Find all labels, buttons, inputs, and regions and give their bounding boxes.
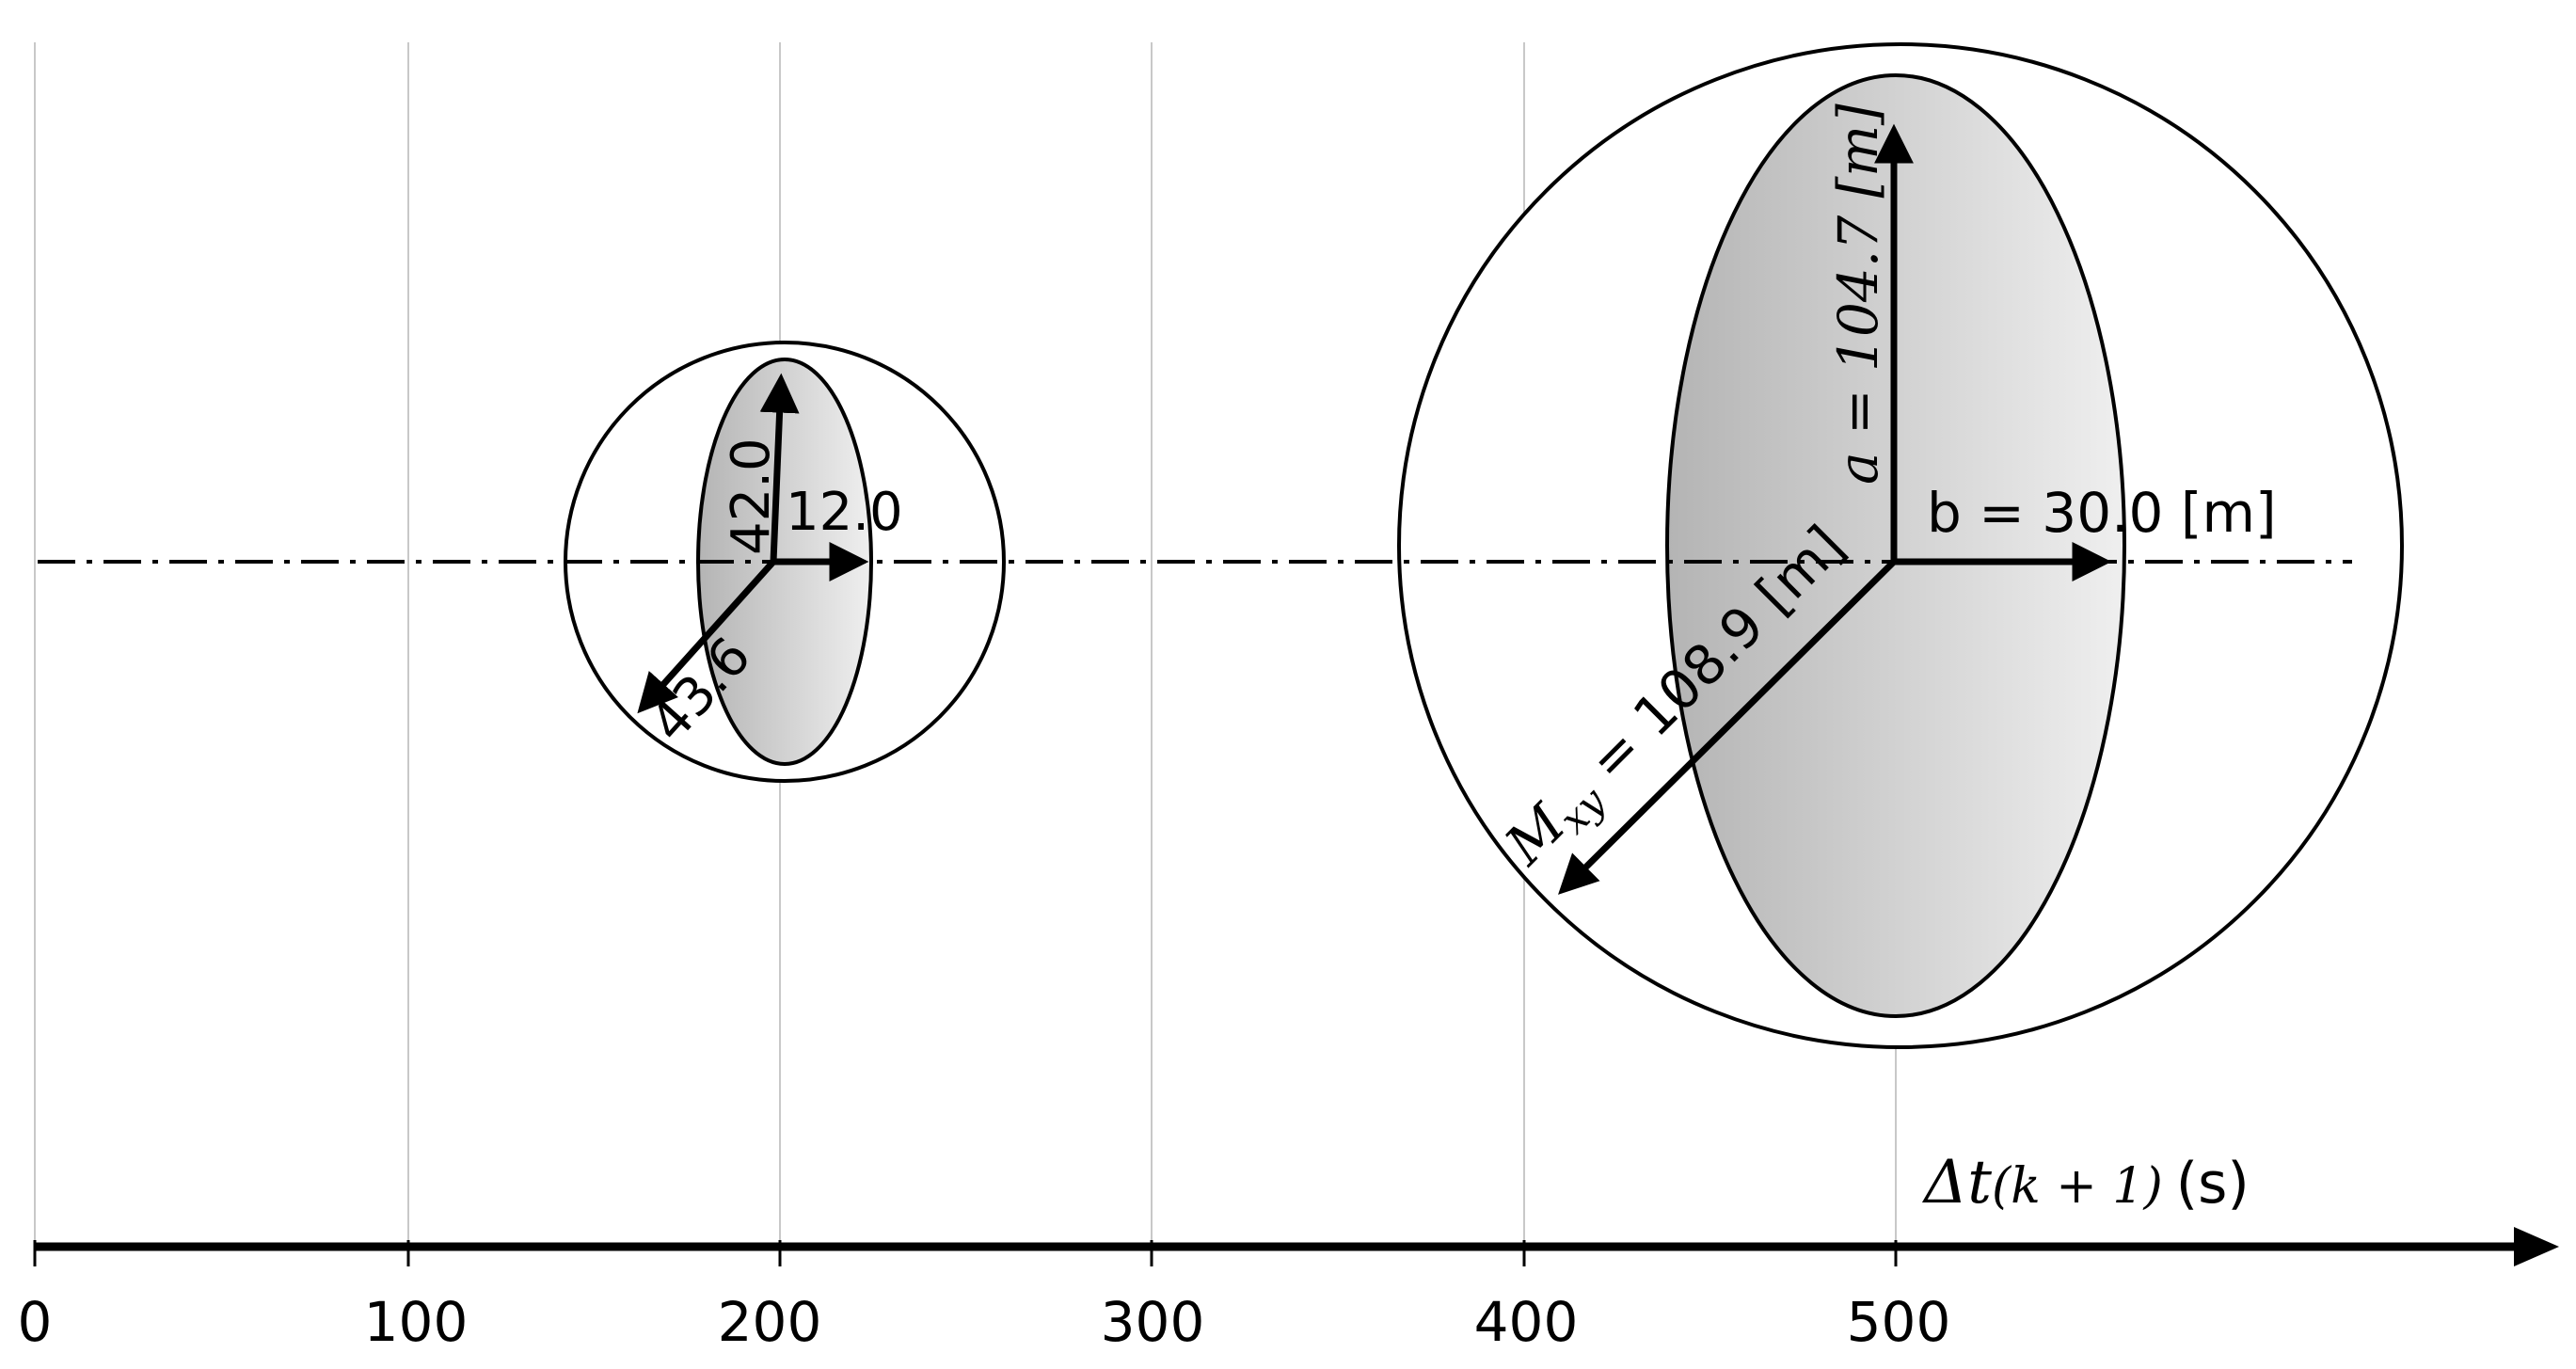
tick-label-500: 500 bbox=[1847, 1290, 1951, 1354]
tick-label-200: 200 bbox=[718, 1290, 822, 1354]
time-axis: 0 100 200 300 400 500 Δt(k + 1) (s) bbox=[18, 1148, 2559, 1354]
small-a-label: 42.0 bbox=[721, 438, 782, 555]
small-b-label: 12.0 bbox=[786, 482, 903, 543]
time-axis-ticks bbox=[33, 1240, 1898, 1266]
large-a-label: a = 104.7 [m] bbox=[1826, 103, 1890, 485]
tick-label-0: 0 bbox=[18, 1290, 53, 1354]
tick-label-300: 300 bbox=[1101, 1290, 1205, 1354]
small-arrows bbox=[637, 373, 869, 714]
tick-label-400: 400 bbox=[1474, 1290, 1579, 1354]
tick-label-100: 100 bbox=[364, 1290, 469, 1354]
time-axis-label: Δt(k + 1) (s) bbox=[1921, 1148, 2250, 1218]
time-axis-arrowhead bbox=[2514, 1227, 2559, 1266]
small-a-arrow bbox=[759, 373, 800, 563]
large-b-label: b = 30.0 [m] bbox=[1927, 481, 2277, 545]
large-m-arrow bbox=[1558, 559, 1897, 895]
small-m-arrow bbox=[637, 559, 776, 714]
large-arrows bbox=[1558, 123, 2112, 895]
large-uncertainty-group bbox=[1397, 42, 2404, 1049]
